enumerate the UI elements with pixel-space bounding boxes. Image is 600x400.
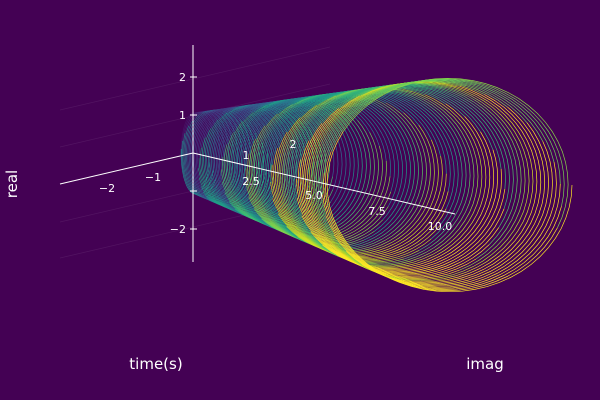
- curve-segment: [328, 93, 415, 247]
- curve-segment: [242, 100, 343, 202]
- curve-segment: [379, 87, 475, 265]
- curve-segment: [303, 107, 477, 278]
- curve-segment: [301, 149, 499, 272]
- curve-segment: [296, 168, 502, 273]
- imag-tick-label: 1: [243, 149, 250, 162]
- curve-segment: [353, 94, 483, 267]
- curve-segment: [227, 121, 327, 230]
- curve-segment: [292, 85, 481, 216]
- curve-segment: [323, 96, 423, 251]
- curve-segment: [190, 109, 222, 201]
- curve-segment: [300, 88, 459, 225]
- real-tick-label: −2: [170, 223, 186, 236]
- curve-segment: [274, 131, 441, 261]
- curve-segment: [319, 79, 544, 216]
- curve-segment: [361, 106, 546, 285]
- axes: [59, 45, 456, 262]
- curve-segment: [280, 98, 355, 229]
- curve-segment: [336, 103, 487, 268]
- curve-segment: [308, 83, 510, 209]
- curve-segment: [272, 156, 443, 256]
- curve-segment: [240, 96, 358, 209]
- curve-segment: [266, 91, 419, 214]
- real-tick-label: 2: [179, 71, 186, 84]
- time-tick-label: 10.0: [428, 220, 453, 233]
- real-axis-title: real: [3, 170, 21, 198]
- curve-segment: [407, 81, 530, 278]
- helix-curve: [180, 77, 573, 293]
- curve-segment: [310, 81, 434, 280]
- curve-segment: [183, 125, 218, 198]
- curve-segment: [259, 92, 348, 249]
- curve-segment: [209, 104, 256, 218]
- curve-segment: [278, 105, 420, 263]
- curve-segment: [300, 84, 506, 189]
- time-tick-label: 2.5: [242, 175, 260, 188]
- curve-segment: [203, 127, 274, 213]
- curve-segment: [211, 103, 262, 218]
- curve-segment: [270, 173, 447, 257]
- curve-segment: [248, 145, 383, 240]
- curve-segment: [356, 87, 471, 260]
- curve-segment: [306, 87, 441, 280]
- curve-segment: [325, 161, 557, 288]
- curve-segment: [270, 110, 371, 236]
- time-tick-label: 7.5: [368, 205, 386, 218]
- curve-segment: [323, 173, 562, 290]
- curve-segment: [314, 80, 485, 265]
- curve-segment: [217, 102, 309, 193]
- curve-segment: [321, 183, 561, 289]
- curve-segment: [276, 117, 432, 262]
- curve-segment: [380, 94, 542, 284]
- curve-segment: [323, 78, 561, 184]
- curve-segment: [342, 77, 569, 228]
- imag-tick-label: −1: [145, 171, 161, 184]
- curve-segment: [283, 87, 380, 266]
- curve-segment: [187, 111, 215, 201]
- imag-axis-title: imag: [466, 355, 504, 373]
- curve-segment: [248, 106, 306, 219]
- time-axis-line: [192, 152, 456, 215]
- curve-segment: [326, 131, 549, 293]
- curve-segment: [305, 95, 460, 279]
- curve-segment: [317, 79, 528, 235]
- curve-segment: [370, 88, 479, 266]
- curve-segment: [301, 123, 490, 277]
- imag-tick-label: 2: [290, 138, 297, 151]
- curve-segment: [315, 80, 508, 252]
- curve-segment: [188, 109, 214, 202]
- curve-segment: [286, 89, 455, 209]
- curve-segment: [243, 96, 380, 184]
- imag-tick-label: −2: [99, 182, 115, 195]
- curve-segment: [250, 125, 384, 245]
- time-tick-label: 5.0: [305, 189, 323, 202]
- curve-segment: [337, 93, 419, 250]
- curve-segment: [548, 184, 573, 249]
- curve-segment: [400, 85, 538, 283]
- curve-segment: [420, 81, 534, 282]
- curve-segment: [218, 105, 285, 196]
- curve-segment: [382, 82, 526, 271]
- curve-segment: [296, 178, 506, 274]
- curve-segment: [267, 90, 432, 199]
- real-tick-label: 1: [179, 109, 186, 122]
- curve-segment: [290, 85, 465, 232]
- curve-segment: [321, 83, 514, 228]
- grid-line: [59, 46, 331, 111]
- time-axis-title: time(s): [129, 355, 182, 373]
- curve-segment: [235, 98, 313, 232]
- curve-segment: [277, 139, 439, 255]
- imag-axis-line: [59, 152, 194, 185]
- curve-segment: [330, 78, 565, 207]
